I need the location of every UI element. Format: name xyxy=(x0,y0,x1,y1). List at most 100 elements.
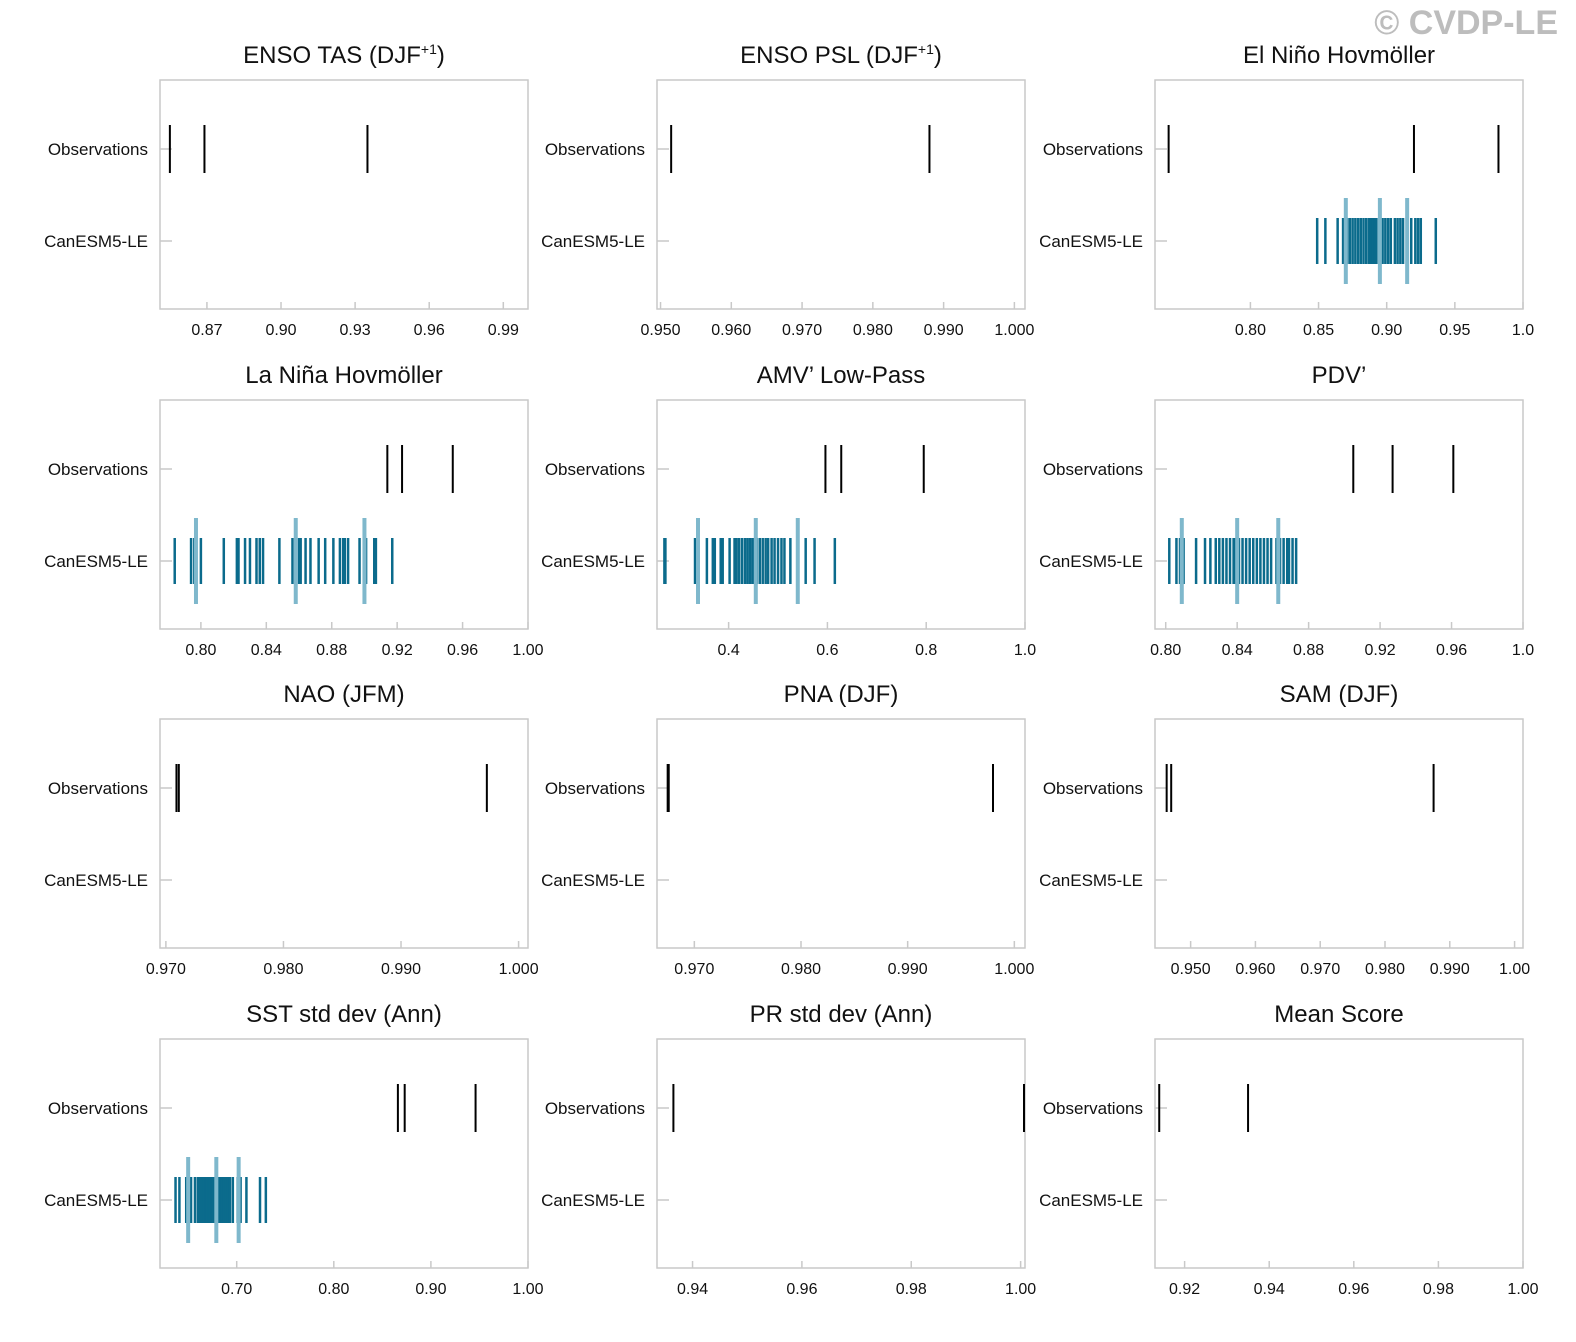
panel-title: AMV’ Low-Pass xyxy=(757,362,926,389)
x-tick-label: 1.00 xyxy=(512,642,543,659)
x-tick-label: 0.93 xyxy=(340,322,371,339)
row-label: Observations xyxy=(545,779,645,798)
x-tick-label: 1.0 xyxy=(1014,642,1036,659)
chart-panel: PDV’ Observations CanESM5-LE 0.80 0.84 0.88 0.… xyxy=(1039,362,1534,659)
panel-frame xyxy=(159,1038,529,1269)
panel-title: SAM (DJF) xyxy=(1280,681,1399,708)
x-tick-label: 1.00 xyxy=(1499,961,1530,978)
x-tick-label: 0.4 xyxy=(717,642,739,659)
row-label: Observations xyxy=(1043,140,1143,159)
row-label: Observations xyxy=(48,1099,148,1118)
row-label: Observations xyxy=(1043,779,1143,798)
panel-title: ENSO PSL (DJF+1) xyxy=(740,41,942,69)
chart-panel: El Niño Hovmöller Observations CanESM5-LE 0… xyxy=(1039,42,1534,339)
row-label: CanESM5-LE xyxy=(541,1191,645,1210)
x-tick-label: 0.90 xyxy=(1371,322,1402,339)
x-tick-label: 0.96 xyxy=(1436,642,1467,659)
panel-frame xyxy=(1154,399,1524,630)
x-tick-label: 1.00 xyxy=(1507,1281,1538,1298)
row-label: Observations xyxy=(48,460,148,479)
chart-panel: NAO (JFM) Observations CanESM5-LE 0.970 0.98… xyxy=(44,681,539,978)
x-tick-label: 0.990 xyxy=(381,961,421,978)
panel-title: NAO (JFM) xyxy=(283,681,404,708)
x-tick-label: 0.87 xyxy=(191,322,222,339)
row-label: CanESM5-LE xyxy=(44,871,148,890)
chart-panel: Mean Score Observations CanESM5-LE 0.92 0.94… xyxy=(1039,1001,1539,1298)
row-label: CanESM5-LE xyxy=(44,1191,148,1210)
x-tick-label: 0.94 xyxy=(1254,1281,1285,1298)
row-label: Observations xyxy=(1043,460,1143,479)
row-label: Observations xyxy=(545,1099,645,1118)
x-tick-label: 0.990 xyxy=(888,961,928,978)
panel-title: La Niña Hovmöller xyxy=(245,362,442,389)
x-tick-label: 0.8 xyxy=(915,642,937,659)
row-label: CanESM5-LE xyxy=(1039,871,1143,890)
x-tick-label: 0.70 xyxy=(221,1281,252,1298)
x-tick-label: 1.00 xyxy=(1005,1281,1036,1298)
panel-frame xyxy=(656,1038,1026,1269)
row-label: Observations xyxy=(1043,1099,1143,1118)
row-label: CanESM5-LE xyxy=(1039,552,1143,571)
x-tick-label: 0.96 xyxy=(414,322,445,339)
row-label: Observations xyxy=(545,140,645,159)
x-tick-label: 0.98 xyxy=(896,1281,927,1298)
x-tick-label: 0.84 xyxy=(1222,642,1253,659)
x-tick-label: 0.90 xyxy=(265,322,296,339)
x-tick-label: 0.80 xyxy=(185,642,216,659)
chart-panel: PR std dev (Ann) Observations CanESM5-LE 0.… xyxy=(541,1001,1036,1298)
x-tick-label: 0.970 xyxy=(1300,961,1340,978)
panel-title: PDV’ xyxy=(1312,362,1367,389)
x-tick-label: 0.98 xyxy=(1423,1281,1454,1298)
panel-frame xyxy=(159,718,529,949)
x-tick-label: 1.000 xyxy=(499,961,539,978)
panel-title: SST std dev (Ann) xyxy=(246,1001,442,1028)
panel-frame xyxy=(656,399,1026,630)
chart-panel: PNA (DJF) Observations CanESM5-LE 0.970 0.98… xyxy=(541,681,1034,978)
x-tick-label: 0.970 xyxy=(782,322,822,339)
x-tick-label: 0.92 xyxy=(1365,642,1396,659)
x-tick-label: 0.980 xyxy=(781,961,821,978)
x-tick-label: 0.90 xyxy=(415,1281,446,1298)
panel-frame xyxy=(159,79,529,310)
x-tick-label: 0.960 xyxy=(1235,961,1275,978)
x-tick-label: 0.85 xyxy=(1303,322,1334,339)
panel-frame xyxy=(656,718,1026,949)
x-tick-label: 0.95 xyxy=(1439,322,1470,339)
panel-frame xyxy=(1154,1038,1524,1269)
x-tick-label: 0.80 xyxy=(1235,322,1266,339)
x-tick-label: 0.92 xyxy=(1169,1281,1200,1298)
row-label: CanESM5-LE xyxy=(1039,1191,1143,1210)
row-label: Observations xyxy=(48,140,148,159)
x-tick-label: 0.94 xyxy=(677,1281,708,1298)
x-tick-label: 0.970 xyxy=(146,961,186,978)
x-tick-label: 1.000 xyxy=(994,322,1034,339)
x-tick-label: 0.92 xyxy=(382,642,413,659)
panel-title: Mean Score xyxy=(1274,1001,1403,1028)
x-tick-label: 0.6 xyxy=(816,642,838,659)
panel-frame xyxy=(159,399,529,630)
chart-panel: ENSO TAS (DJF+1) Observations CanESM5-LE 0.… xyxy=(44,41,529,339)
x-tick-label: 0.950 xyxy=(641,322,681,339)
x-tick-label: 0.990 xyxy=(1430,961,1470,978)
row-label: CanESM5-LE xyxy=(541,871,645,890)
row-label: Observations xyxy=(48,779,148,798)
x-tick-label: 0.88 xyxy=(1293,642,1324,659)
x-tick-label: 0.99 xyxy=(488,322,519,339)
x-tick-label: 1.00 xyxy=(512,1281,543,1298)
x-tick-label: 0.980 xyxy=(1365,961,1405,978)
panel-title: PNA (DJF) xyxy=(784,681,899,708)
x-tick-label: 1.0 xyxy=(1512,642,1534,659)
x-tick-label: 0.970 xyxy=(674,961,714,978)
chart-panel: AMV’ Low-Pass Observations CanESM5-LE 0.4 0.… xyxy=(541,362,1036,659)
row-label: CanESM5-LE xyxy=(44,552,148,571)
row-label: CanESM5-LE xyxy=(44,232,148,251)
x-tick-label: 0.990 xyxy=(924,322,964,339)
chart-panel: SST std dev (Ann) Observations CanESM5-LE 0… xyxy=(44,1001,544,1298)
watermark-text: © CVDP-LE xyxy=(1374,4,1558,42)
panel-title: El Niño Hovmöller xyxy=(1243,42,1435,69)
x-tick-label: 0.980 xyxy=(853,322,893,339)
x-tick-label: 0.80 xyxy=(318,1281,349,1298)
row-label: CanESM5-LE xyxy=(541,232,645,251)
row-label: CanESM5-LE xyxy=(1039,232,1143,251)
